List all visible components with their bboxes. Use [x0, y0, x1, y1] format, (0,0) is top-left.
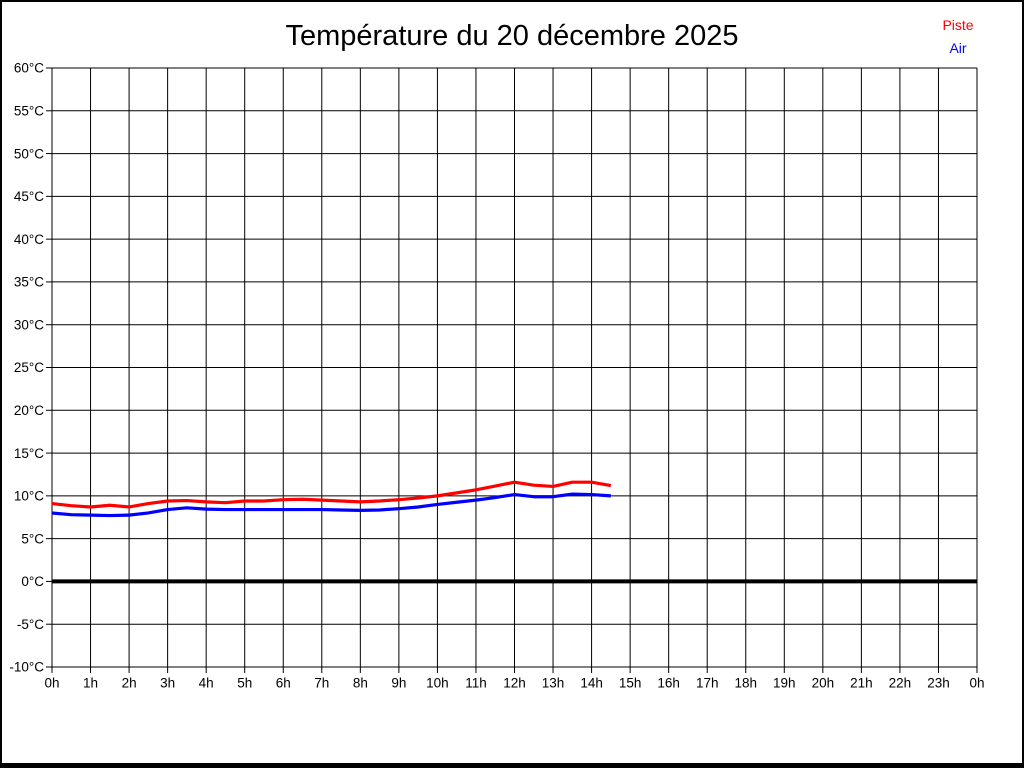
y-axis-label: 60°C [14, 61, 44, 76]
x-axis-label: 4h [199, 676, 214, 691]
x-axis-label: 16h [657, 676, 680, 691]
chart-title: Température du 20 décembre 2025 [285, 20, 739, 52]
legend-item-piste: Piste [942, 17, 974, 33]
y-axis-label: 10°C [14, 489, 44, 504]
x-axis-label: 0h [969, 676, 984, 691]
x-axis-label: 17h [696, 676, 719, 691]
x-axis-label: 6h [276, 676, 291, 691]
y-axis-label: 20°C [14, 403, 44, 418]
x-axis-label: 9h [391, 676, 406, 691]
x-axis-label: 1h [83, 676, 98, 691]
y-axis-label: 5°C [21, 531, 44, 546]
x-axis-label: 10h [426, 676, 449, 691]
x-axis-label: 3h [160, 676, 175, 691]
y-axis-label: 30°C [14, 317, 44, 332]
x-axis-label: 8h [353, 676, 368, 691]
x-axis-label: 14h [580, 676, 603, 691]
y-axis-label: 55°C [14, 104, 44, 119]
x-axis-label: 22h [889, 676, 912, 691]
x-axis-label: 13h [542, 676, 565, 691]
x-axis-label: 15h [619, 676, 642, 691]
y-axis-label: 0°C [21, 574, 44, 589]
y-axis-label: -10°C [9, 660, 44, 675]
x-axis-label: 20h [812, 676, 835, 691]
x-axis-label: 12h [503, 676, 526, 691]
x-axis-label: 11h [465, 676, 487, 691]
x-axis-label: 2h [122, 676, 137, 691]
series-line-air [51, 492, 611, 518]
x-axis-label: 23h [927, 676, 950, 691]
y-axis-label: 45°C [14, 189, 44, 204]
x-axis-label: 21h [850, 676, 873, 691]
series-line-piste [51, 480, 612, 509]
x-axis-label: 19h [773, 676, 796, 691]
x-axis-label: 5h [237, 676, 252, 691]
legend-item-air: Air [949, 40, 967, 56]
y-axis-label: -5°C [17, 617, 44, 632]
y-axis-label: 15°C [14, 446, 44, 461]
x-axis-label: 0h [44, 676, 59, 691]
y-axis-label: 35°C [14, 275, 44, 290]
x-axis-label: 18h [734, 676, 757, 691]
y-axis-label: 40°C [14, 232, 44, 247]
legend: Piste Air [916, 14, 1000, 60]
x-axis-label: 7h [314, 676, 329, 691]
y-axis-label: 50°C [14, 146, 44, 161]
y-axis-label: 25°C [14, 360, 44, 375]
